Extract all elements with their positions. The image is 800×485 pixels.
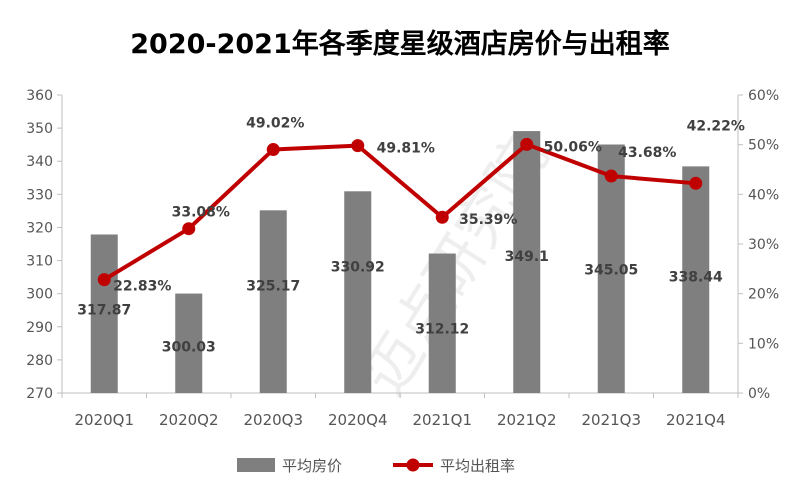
right-tick-label: 20% bbox=[748, 287, 779, 303]
chart-title: 2020-2021年各季度星级酒店房价与出租率 bbox=[130, 29, 670, 60]
bar bbox=[513, 131, 541, 393]
bar bbox=[90, 234, 118, 393]
line-data-label: 49.02% bbox=[246, 116, 304, 132]
bar-data-label: 345.05 bbox=[584, 263, 638, 279]
right-tick-label: 0% bbox=[748, 386, 770, 402]
left-tick-label: 360 bbox=[26, 88, 53, 104]
bar bbox=[344, 191, 372, 393]
bar-data-label: 325.17 bbox=[246, 278, 300, 294]
bar bbox=[175, 293, 203, 393]
right-tick-label: 30% bbox=[748, 237, 779, 253]
bar-data-label: 312.12 bbox=[415, 322, 469, 338]
left-tick-label: 300 bbox=[26, 287, 53, 303]
x-tick-label: 2020Q1 bbox=[74, 411, 134, 429]
bar-data-label: 330.92 bbox=[331, 259, 385, 275]
right-tick-label: 10% bbox=[748, 336, 779, 352]
x-tick-label: 2021Q4 bbox=[666, 411, 726, 429]
line-series-path bbox=[103, 142, 696, 282]
bar-data-label: 300.03 bbox=[162, 340, 216, 356]
x-tick-label: 2020Q3 bbox=[243, 411, 303, 429]
bar bbox=[259, 210, 287, 393]
right-tick-label: 50% bbox=[748, 138, 779, 154]
legend-bar-label: 平均房价 bbox=[282, 457, 342, 475]
right-tick-label: 40% bbox=[748, 187, 779, 203]
line-data-label: 35.39% bbox=[459, 212, 517, 228]
left-tick-label: 280 bbox=[26, 353, 53, 369]
bar-data-label: 317.87 bbox=[77, 302, 131, 318]
line-point bbox=[689, 176, 703, 190]
left-tick-label: 330 bbox=[26, 187, 53, 203]
x-tick-label: 2020Q2 bbox=[159, 411, 219, 429]
left-tick-label: 320 bbox=[26, 220, 53, 236]
line-point bbox=[520, 137, 534, 151]
x-tick-label: 2021Q3 bbox=[581, 411, 641, 429]
line-point bbox=[604, 169, 618, 183]
bar-data-label: 349.1 bbox=[505, 249, 549, 265]
line-data-label: 42.22% bbox=[687, 118, 745, 134]
line-data-label: 43.68% bbox=[618, 145, 676, 161]
line-point bbox=[182, 222, 196, 236]
line-data-label: 33.08% bbox=[172, 205, 230, 221]
line-data-label: 50.06% bbox=[544, 139, 602, 155]
bar bbox=[682, 166, 710, 393]
bar bbox=[597, 144, 625, 393]
left-tick-label: 270 bbox=[26, 386, 53, 402]
right-tick-label: 60% bbox=[748, 88, 779, 104]
left-tick-label: 350 bbox=[26, 121, 53, 137]
bar-data-label: 338.44 bbox=[669, 269, 723, 285]
legend-line-marker bbox=[406, 458, 420, 472]
line-data-label: 49.81% bbox=[377, 141, 435, 157]
line-point bbox=[266, 143, 280, 157]
line-point bbox=[435, 210, 449, 224]
line-point bbox=[97, 273, 111, 287]
line-point bbox=[351, 139, 365, 153]
left-tick-label: 340 bbox=[26, 154, 53, 170]
left-tick-label: 290 bbox=[26, 320, 53, 336]
left-tick-label: 310 bbox=[26, 254, 53, 270]
line-data-label: 22.83% bbox=[113, 279, 171, 295]
bar bbox=[428, 253, 456, 393]
x-tick-label: 2020Q4 bbox=[328, 411, 388, 429]
legend-bar-swatch bbox=[237, 458, 275, 472]
legend-line-label: 平均出租率 bbox=[440, 457, 515, 475]
x-tick-label: 2021Q1 bbox=[412, 411, 472, 429]
x-tick-label: 2021Q2 bbox=[497, 411, 557, 429]
